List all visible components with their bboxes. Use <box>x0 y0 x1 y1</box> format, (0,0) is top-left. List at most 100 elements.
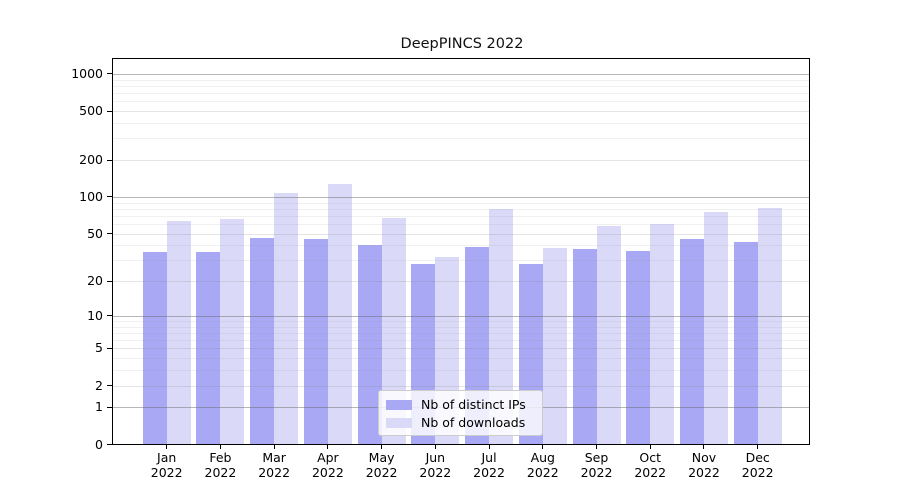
bar-downloads-mar <box>274 192 299 444</box>
y-tick-label-50: 50 <box>87 225 103 241</box>
y-tick-label-5: 5 <box>95 340 103 356</box>
y-tick-mark-20 <box>107 280 112 282</box>
gridline-800 <box>113 85 809 87</box>
x-tick-label-oct: Oct 2022 <box>622 450 678 480</box>
x-tick-label-aug: Aug 2022 <box>515 450 571 480</box>
gridline-90 <box>113 202 809 204</box>
x-tick-year: 2022 <box>419 464 452 480</box>
x-tick-year: 2022 <box>526 464 559 480</box>
x-tick-year: 2022 <box>204 464 237 480</box>
y-tick-mark-200 <box>107 159 112 161</box>
gridline-80 <box>113 208 809 210</box>
x-tick-mark-dec <box>757 445 759 449</box>
legend: Nb of distinct IPs Nb of downloads <box>378 390 543 436</box>
gridline-70 <box>113 215 809 217</box>
gridline-10 <box>113 315 809 317</box>
x-tick-label-mar: Mar 2022 <box>246 450 302 480</box>
x-tick-label-jun: Jun 2022 <box>407 450 463 480</box>
bar-ips-apr <box>303 239 328 444</box>
bar-downloads-apr <box>327 184 352 444</box>
gridline-400 <box>113 123 809 124</box>
gridline-60 <box>113 224 809 225</box>
x-tick-year: 2022 <box>741 464 774 480</box>
x-tick-mark-may <box>381 445 383 449</box>
gridline-40 <box>113 245 809 247</box>
gridline-7 <box>113 332 809 334</box>
x-tick-mark-oct <box>649 445 651 449</box>
y-tick-mark-5 <box>107 347 112 349</box>
x-tick-label-dec: Dec 2022 <box>730 450 786 480</box>
gridline-50 <box>113 233 809 235</box>
gridline-3 <box>113 370 809 372</box>
x-tick-label-sep: Sep 2022 <box>569 450 625 480</box>
x-tick-label-nov: Nov 2022 <box>676 450 732 480</box>
y-tick-mark-1000 <box>107 73 112 75</box>
gridline-700 <box>113 93 809 95</box>
y-tick-mark-1 <box>107 406 112 408</box>
y-tick-mark-2 <box>107 385 112 387</box>
legend-swatch-downloads <box>386 418 412 428</box>
x-tick-year: 2022 <box>634 464 667 480</box>
plot-area <box>112 58 810 445</box>
x-tick-mark-aug <box>542 445 544 449</box>
chart-title: DeepPINCS 2022 <box>400 36 524 52</box>
bar-downloads-feb <box>220 218 245 444</box>
bar-downloads-nov <box>703 212 728 444</box>
x-tick-year: 2022 <box>365 464 398 480</box>
y-tick-label-2: 2 <box>95 377 103 393</box>
bar-ips-oct <box>626 250 651 444</box>
legend-label-distinct-ips: Nb of distinct IPs <box>421 397 526 412</box>
x-tick-label-may: May 2022 <box>354 450 410 480</box>
gridline-30 <box>113 260 809 262</box>
x-tick-mark-feb <box>219 445 221 449</box>
x-tick-label-jul: Jul 2022 <box>461 450 517 480</box>
gridline-2 <box>113 385 809 387</box>
bar-ips-dec <box>733 241 758 444</box>
bar-ips-sep <box>572 249 597 444</box>
gridline-900 <box>113 79 809 81</box>
gridline-9 <box>113 321 809 322</box>
x-tick-year: 2022 <box>473 464 505 480</box>
bar-ips-may <box>357 245 382 444</box>
x-tick-mark-jun <box>434 445 436 449</box>
gridline-4 <box>113 358 809 360</box>
x-tick-year: 2022 <box>580 464 613 480</box>
y-tick-mark-500 <box>107 110 112 112</box>
gridline-600 <box>113 101 809 103</box>
x-tick-mark-sep <box>596 445 598 449</box>
x-tick-year: 2022 <box>688 464 720 480</box>
x-tick-label-apr: Apr 2022 <box>300 450 356 480</box>
x-tick-label-feb: Feb 2022 <box>192 450 248 480</box>
legend-item-downloads: Nb of downloads <box>386 414 534 432</box>
x-tick-label-jan: Jan 2022 <box>139 450 195 480</box>
y-tick-label-0: 0 <box>95 436 103 452</box>
x-tick-mark-mar <box>273 445 275 449</box>
gridline-500 <box>113 111 809 113</box>
bar-ips-feb <box>196 252 221 444</box>
x-tick-mark-nov <box>703 445 705 449</box>
legend-item-distinct-ips: Nb of distinct IPs <box>386 396 534 414</box>
bar-ips-mar <box>250 237 275 444</box>
x-tick-year: 2022 <box>311 464 344 480</box>
bar-downloads-dec <box>757 208 782 444</box>
bar-downloads-oct <box>650 224 675 444</box>
y-tick-label-1000: 1000 <box>71 65 103 81</box>
y-tick-mark-100 <box>107 196 112 198</box>
y-tick-label-200: 200 <box>79 152 103 168</box>
legend-label-downloads: Nb of downloads <box>421 415 526 430</box>
y-tick-mark-10 <box>107 315 112 317</box>
legend-swatch-distinct-ips <box>386 400 412 410</box>
gridline-5 <box>113 348 809 350</box>
y-tick-mark-50 <box>107 233 112 235</box>
bar-downloads-jan <box>166 221 191 444</box>
bar-downloads-sep <box>596 225 621 444</box>
gridline-6 <box>113 340 809 342</box>
bar-ips-jan <box>142 252 167 444</box>
bar-downloads-aug <box>542 248 567 444</box>
y-tick-label-20: 20 <box>87 273 103 289</box>
x-tick-year: 2022 <box>258 464 291 480</box>
bar-ips-nov <box>679 239 704 444</box>
x-tick-mark-jan <box>166 445 168 449</box>
gridline-200 <box>113 160 809 162</box>
